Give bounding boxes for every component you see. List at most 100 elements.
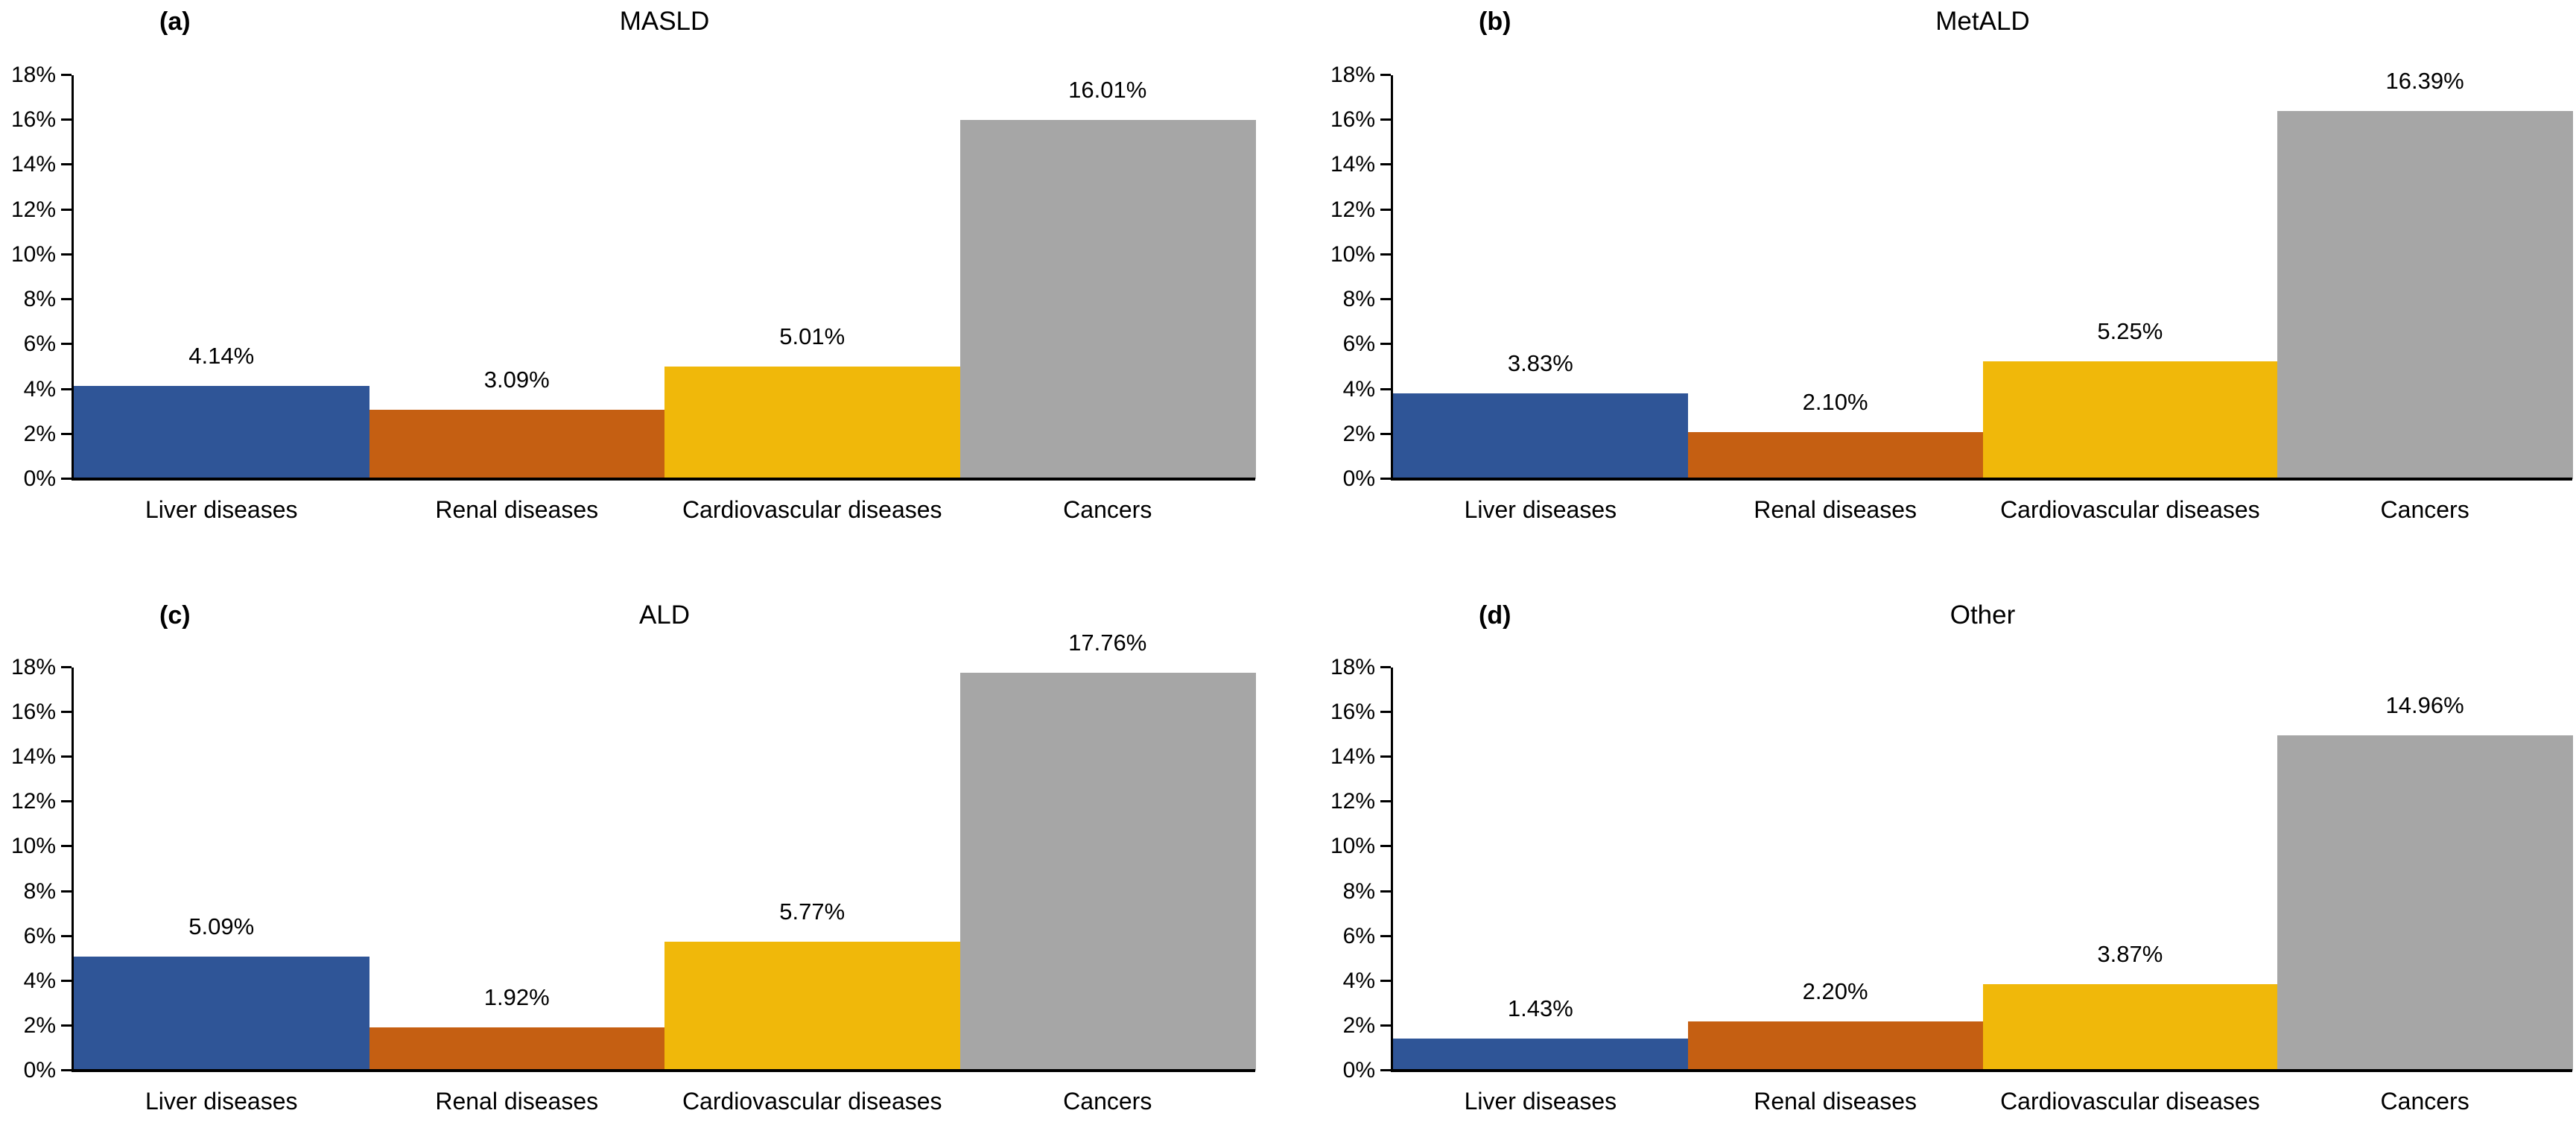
bar-cancers <box>959 673 1256 1071</box>
y-tick <box>1380 1024 1391 1027</box>
x-axis-line <box>1391 478 2572 481</box>
y-tick <box>61 118 72 121</box>
bar-cardiovascular-diseases <box>1982 361 2278 479</box>
y-tick-label: 14% <box>1330 152 1375 177</box>
y-tick-label: 12% <box>1330 789 1375 814</box>
bar-value-label-cancers: 14.96% <box>2385 692 2464 719</box>
y-tick <box>61 253 72 256</box>
y-tick-label: 0% <box>23 1058 56 1083</box>
y-tick-label: 2% <box>1342 1012 1375 1038</box>
y-tick <box>61 1069 72 1071</box>
bar-value-label-renal-diseases: 3.09% <box>483 366 550 393</box>
bar-value-label-cancers: 16.01% <box>1068 76 1147 103</box>
y-tick <box>1380 163 1391 166</box>
category-label-renal-diseases: Renal diseases <box>1754 496 1917 523</box>
panel-title-masld: MASLD <box>619 7 710 36</box>
y-tick <box>1380 478 1391 480</box>
y-tick <box>1380 208 1391 211</box>
y-tick-label: 6% <box>1342 923 1375 948</box>
y-tick <box>1380 387 1391 390</box>
x-axis-line <box>72 478 1255 481</box>
bar-value-label-renal-diseases: 2.20% <box>1802 977 1868 1004</box>
y-tick-label: 6% <box>1342 332 1375 357</box>
category-label-liver-diseases: Liver diseases <box>1464 496 1617 523</box>
y-tick <box>1380 1069 1391 1071</box>
y-tick-label: 14% <box>1330 744 1375 770</box>
y-tick <box>61 432 72 435</box>
bar-renal-diseases <box>369 1027 665 1071</box>
category-label-cardiovascular-diseases: Cardiovascular diseases <box>682 1088 942 1115</box>
y-tick <box>1380 666 1391 668</box>
bar-cancers <box>2277 735 2573 1071</box>
y-tick-label: 8% <box>23 878 56 904</box>
y-tick-label: 8% <box>1342 287 1375 312</box>
y-tick-label: 2% <box>23 1012 56 1038</box>
y-tick <box>1380 845 1391 848</box>
panel-masld: (a) MASLD 0% 2% 4% 6% 8% 10% 12% 14% 16% 18% 4.14%… <box>0 0 1288 561</box>
category-label-cardiovascular-diseases: Cardiovascular diseases <box>2000 1088 2260 1115</box>
bar-value-label-cancers: 16.39% <box>2385 68 2464 95</box>
y-tick-label: 2% <box>1342 421 1375 446</box>
y-tick <box>61 755 72 758</box>
bar-cardiovascular-diseases <box>664 367 961 479</box>
panel-letter-b: (b) <box>1479 7 1511 36</box>
y-tick <box>1380 343 1391 346</box>
y-tick-label: 8% <box>23 287 56 312</box>
category-label-cancers: Cancers <box>1063 496 1152 523</box>
bar-liver-diseases <box>1393 393 1689 479</box>
category-label-renal-diseases: Renal diseases <box>1754 1088 1917 1115</box>
bar-value-label-liver-diseases: 5.09% <box>188 913 255 940</box>
y-tick <box>1380 118 1391 121</box>
y-tick-label: 16% <box>1330 700 1375 725</box>
y-tick <box>1380 800 1391 803</box>
chart-ald: 0% 2% 4% 6% 8% 10% 12% 14% 16% 18% 5.09% Liver dise… <box>0 561 1288 1122</box>
y-tick-label: 14% <box>10 744 56 770</box>
y-tick-label: 12% <box>10 789 56 814</box>
y-tick <box>1380 934 1391 937</box>
bar-value-label-renal-diseases: 2.10% <box>1802 388 1868 415</box>
y-tick <box>1380 979 1391 982</box>
bar-renal-diseases <box>1687 1021 1984 1071</box>
y-tick-label: 4% <box>1342 376 1375 402</box>
y-tick <box>61 666 72 668</box>
y-tick <box>61 387 72 390</box>
panel-title-ald: ALD <box>638 600 691 630</box>
panel-title-metald: MetALD <box>1935 7 2030 36</box>
y-tick-label: 6% <box>23 923 56 948</box>
bar-value-label-cardiovascular-diseases: 5.77% <box>779 898 846 925</box>
bar-value-label-cardiovascular-diseases: 3.87% <box>2097 940 2163 967</box>
bar-liver-diseases <box>74 957 370 1071</box>
panel-other: (d) Other 0% 2% 4% 6% 8% 10% 12% 14% 16% 18% 1.43%… <box>1288 561 2576 1122</box>
y-tick-label: 12% <box>1330 197 1375 222</box>
y-axis-line <box>1391 75 1393 479</box>
panel-letter-d: (d) <box>1479 601 1511 630</box>
y-tick <box>61 1024 72 1027</box>
y-tick <box>61 163 72 166</box>
bar-liver-diseases <box>1393 1039 1689 1071</box>
y-tick <box>61 845 72 848</box>
panel-title-other: Other <box>1950 600 2016 630</box>
bar-value-label-cardiovascular-diseases: 5.25% <box>2097 317 2163 344</box>
panel-letter-a: (a) <box>159 7 191 36</box>
y-axis-line <box>72 75 74 479</box>
y-tick-label: 18% <box>10 63 56 87</box>
y-tick-label: 14% <box>10 152 56 177</box>
bar-value-label-liver-diseases: 4.14% <box>188 343 255 370</box>
y-tick-label: 10% <box>10 834 56 859</box>
bar-value-label-cancers: 17.76% <box>1068 630 1147 656</box>
bar-value-label-cardiovascular-diseases: 5.01% <box>779 323 846 350</box>
bar-renal-diseases <box>1687 431 1984 479</box>
bar-cancers <box>959 119 1256 479</box>
category-label-cancers: Cancers <box>2380 496 2469 523</box>
category-label-cancers: Cancers <box>2380 1088 2469 1115</box>
panel-ald: (c) ALD 0% 2% 4% 6% 8% 10% 12% 14% 16% 18% 5.09% Li… <box>0 561 1288 1122</box>
y-tick-label: 4% <box>1342 968 1375 993</box>
bar-value-label-renal-diseases: 1.92% <box>483 984 550 1011</box>
y-tick-label: 10% <box>10 241 56 267</box>
category-label-liver-diseases: Liver diseases <box>145 1088 298 1115</box>
category-label-renal-diseases: Renal diseases <box>435 1088 599 1115</box>
x-axis-line <box>72 1069 1255 1072</box>
y-tick-label: 18% <box>1330 655 1375 679</box>
y-tick-label: 0% <box>1342 1058 1375 1083</box>
